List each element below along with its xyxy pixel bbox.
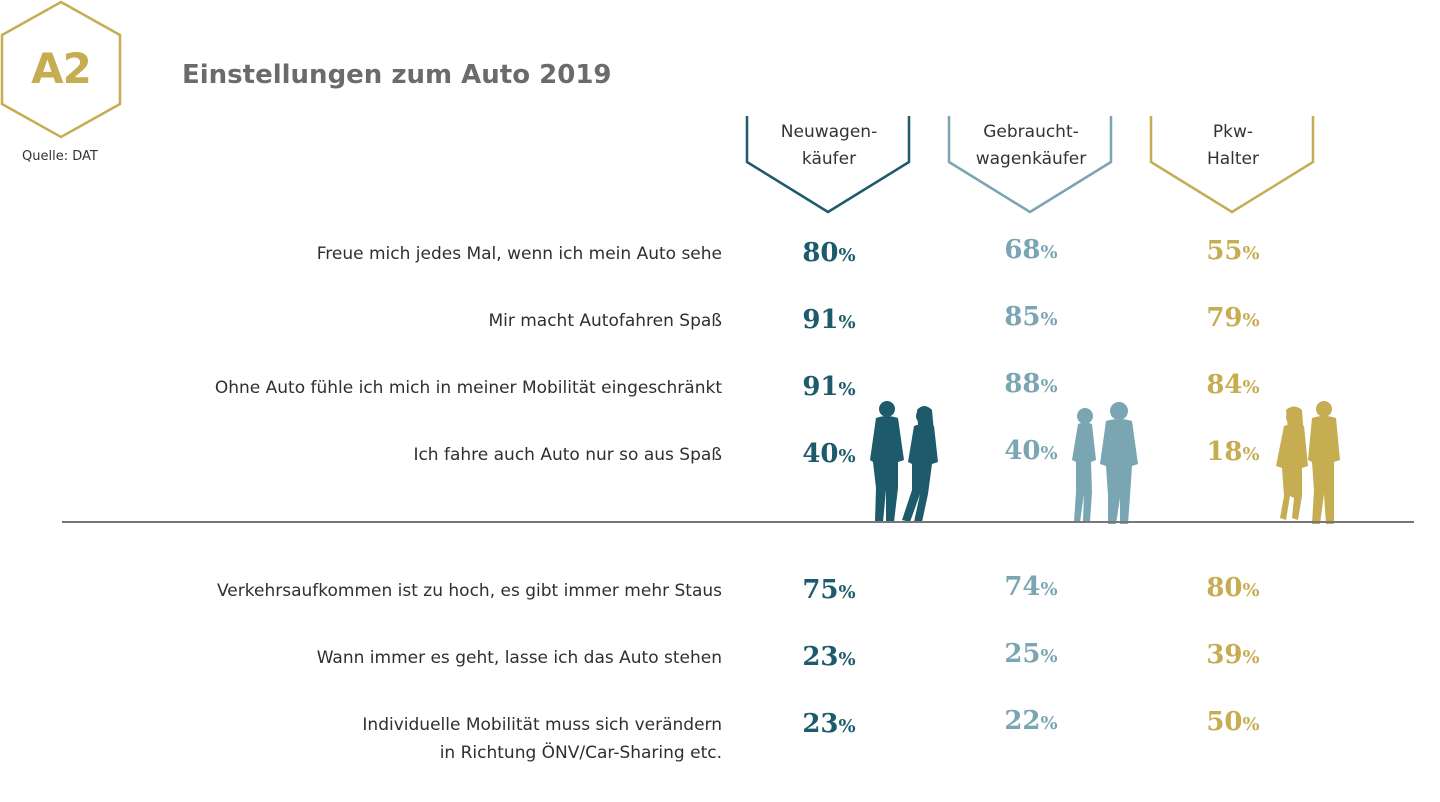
- couple-silhouette-icon-gold: [1276, 401, 1340, 524]
- value-cell: 50%: [1153, 707, 1313, 737]
- percent-sign: %: [1242, 310, 1260, 331]
- percent-sign: %: [1040, 579, 1058, 600]
- statement-line1: Mir macht Autofahren Spaß: [488, 311, 722, 331]
- column-header-shape-1: [947, 116, 1113, 214]
- hexagon-badge-icon: [0, 0, 122, 139]
- value-cell: 55%: [1153, 236, 1313, 266]
- column-header-line1: Gebraucht-: [983, 122, 1079, 142]
- value-cell: 80%: [749, 238, 909, 268]
- value-number: 18: [1206, 437, 1243, 467]
- value-number: 23: [802, 642, 839, 672]
- value-number: 84: [1206, 370, 1243, 400]
- statement-line2: in Richtung ÖNV/Car-Sharing etc.: [439, 743, 722, 763]
- percent-sign: %: [838, 446, 856, 467]
- couple-silhouette-icon-light-teal: [1072, 402, 1138, 524]
- value-cell: 79%: [1153, 303, 1313, 333]
- value-number: 91: [802, 305, 839, 335]
- statement-label: Wann immer es geht, lasse ich das Auto s…: [317, 644, 722, 672]
- value-number: 79: [1206, 303, 1243, 333]
- percent-sign: %: [838, 649, 856, 670]
- percent-sign: %: [838, 312, 856, 333]
- value-cell: 88%: [951, 369, 1111, 399]
- statement-label: Verkehrsaufkommen ist zu hoch, es gibt i…: [217, 577, 722, 605]
- value-number: 50: [1206, 707, 1243, 737]
- value-cell: 23%: [749, 709, 909, 739]
- value-cell: 18%: [1153, 437, 1313, 467]
- value-number: 22: [1004, 706, 1041, 736]
- statement-line1: Individuelle Mobilität muss sich verände…: [362, 715, 722, 735]
- value-cell: 25%: [951, 639, 1111, 669]
- section-divider: [62, 521, 1414, 523]
- percent-sign: %: [1242, 377, 1260, 398]
- value-cell: 68%: [951, 235, 1111, 265]
- value-cell: 75%: [749, 575, 909, 605]
- chart-title: Einstellungen zum Auto 2019: [182, 60, 612, 90]
- statement-label: Freue mich jedes Mal, wenn ich mein Auto…: [317, 240, 722, 268]
- column-header-neuwagenkaeufer: Neuwagen- käufer: [749, 119, 909, 173]
- column-header-line2: wagenkäufer: [975, 149, 1087, 169]
- value-number: 80: [802, 238, 839, 268]
- percent-sign: %: [1242, 243, 1260, 264]
- value-cell: 40%: [749, 439, 909, 469]
- percent-sign: %: [1242, 647, 1260, 668]
- statement-line1: Wann immer es geht, lasse ich das Auto s…: [316, 648, 722, 668]
- percent-sign: %: [1040, 242, 1058, 263]
- percent-sign: %: [838, 716, 856, 737]
- column-header-gebrauchtwagenkaeufer: Gebraucht- wagenkäufer: [951, 119, 1111, 173]
- value-number: 88: [1004, 369, 1041, 399]
- value-number: 23: [802, 709, 839, 739]
- value-number: 75: [802, 575, 839, 605]
- percent-sign: %: [1242, 444, 1260, 465]
- value-number: 40: [802, 439, 839, 469]
- column-header-line2: käufer: [801, 149, 857, 169]
- percent-sign: %: [1040, 309, 1058, 330]
- value-cell: 80%: [1153, 573, 1313, 603]
- value-number: 91: [802, 372, 839, 402]
- value-cell: 84%: [1153, 370, 1313, 400]
- value-number: 80: [1206, 573, 1243, 603]
- statement-line1: Freue mich jedes Mal, wenn ich mein Auto…: [316, 244, 722, 264]
- value-number: 40: [1004, 436, 1041, 466]
- statement-line1: Ohne Auto fühle ich mich in meiner Mobil…: [214, 378, 722, 398]
- percent-sign: %: [1040, 376, 1058, 397]
- column-header-pkw-halter: Pkw- Halter: [1153, 119, 1313, 173]
- value-cell: 23%: [749, 642, 909, 672]
- statement-line1: Ich fahre auch Auto nur so aus Spaß: [413, 445, 722, 465]
- source-note: Quelle: DAT: [22, 149, 98, 164]
- statement-label: Mir macht Autofahren Spaß: [488, 307, 722, 335]
- statement-label: Individuelle Mobilität muss sich verände…: [362, 711, 722, 767]
- value-cell: 74%: [951, 572, 1111, 602]
- value-cell: 40%: [951, 436, 1111, 466]
- column-header-line2: Halter: [1206, 149, 1260, 169]
- value-number: 25: [1004, 639, 1041, 669]
- percent-sign: %: [1242, 714, 1260, 735]
- statement-label: Ohne Auto fühle ich mich in meiner Mobil…: [215, 374, 722, 402]
- percent-sign: %: [1040, 713, 1058, 734]
- badge-label: A2: [31, 44, 92, 93]
- percent-sign: %: [838, 245, 856, 266]
- value-number: 68: [1004, 235, 1041, 265]
- percent-sign: %: [1040, 646, 1058, 667]
- percent-sign: %: [838, 582, 856, 603]
- column-header-shape-0: [745, 116, 911, 214]
- column-header-shape-2: [1149, 116, 1315, 214]
- value-number: 39: [1206, 640, 1243, 670]
- column-header-line1: Pkw-: [1212, 122, 1254, 142]
- percent-sign: %: [838, 379, 856, 400]
- percent-sign: %: [1242, 580, 1260, 601]
- value-number: 55: [1206, 236, 1243, 266]
- value-cell: 91%: [749, 305, 909, 335]
- statement-line1: Verkehrsaufkommen ist zu hoch, es gibt i…: [217, 581, 722, 601]
- percent-sign: %: [1040, 443, 1058, 464]
- column-header-line1: Neuwagen-: [780, 122, 878, 142]
- couple-silhouette-icon-dark-teal: [870, 401, 938, 522]
- value-cell: 85%: [951, 302, 1111, 332]
- value-cell: 91%: [749, 372, 909, 402]
- value-cell: 22%: [951, 706, 1111, 736]
- value-number: 85: [1004, 302, 1041, 332]
- statement-label: Ich fahre auch Auto nur so aus Spaß: [413, 441, 722, 469]
- value-number: 74: [1004, 572, 1041, 602]
- value-cell: 39%: [1153, 640, 1313, 670]
